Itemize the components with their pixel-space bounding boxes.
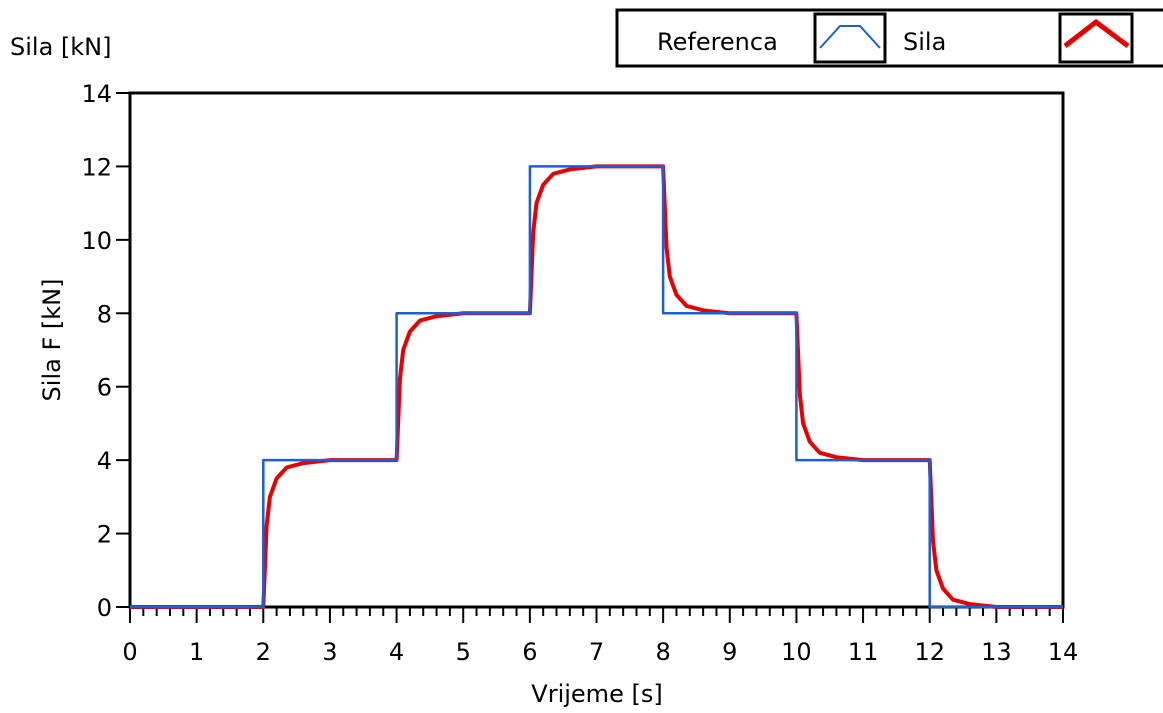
x-tick-label: 0	[122, 638, 137, 666]
plot-area	[130, 164, 1063, 609]
legend-label-sila: Sila	[903, 28, 946, 56]
y-tick-label: 8	[97, 300, 112, 328]
plot-frame	[128, 91, 1065, 609]
x-tick-label: 9	[722, 638, 737, 666]
y-tick-label: 4	[97, 447, 112, 475]
x-tick-label: 8	[656, 638, 671, 666]
x-tick-label: 2	[256, 638, 271, 666]
legend-swatch-sila	[1063, 18, 1130, 48]
y-axis-title: Sila F [kN]	[38, 279, 66, 402]
legend-label-referenca: Referenca	[657, 28, 778, 56]
x-tick-label: 3	[322, 638, 337, 666]
x-tick-label: 1	[189, 638, 204, 666]
x-tick-label: 14	[1048, 638, 1079, 666]
x-axis-title: Vrijeme [s]	[531, 680, 662, 708]
x-tick-label: 13	[981, 638, 1012, 666]
y-tick-label: 14	[81, 80, 112, 108]
y-tick-label: 6	[97, 374, 112, 402]
x-tick-label: 6	[522, 638, 537, 666]
x-tick-label: 12	[914, 638, 945, 666]
series-line-sila	[130, 164, 1063, 609]
legend-swatch-box-referenca	[813, 12, 887, 64]
legend-swatch-referenca	[819, 25, 881, 49]
x-tick-label: 4	[389, 638, 404, 666]
x-tick-label: 11	[848, 638, 879, 666]
corner-unit-label: Sila [kN]	[10, 33, 111, 61]
y-tick-label: 2	[97, 521, 112, 549]
y-tick-label: 10	[81, 227, 112, 255]
y-tick-label: 0	[97, 594, 112, 622]
y-tick-label: 12	[81, 153, 112, 181]
x-tick-label: 5	[456, 638, 471, 666]
series-line-referenca	[130, 165, 1063, 609]
x-tick-label: 7	[589, 638, 604, 666]
x-tick-label: 10	[781, 638, 812, 666]
legend: Referenca Sila	[615, 8, 1163, 68]
